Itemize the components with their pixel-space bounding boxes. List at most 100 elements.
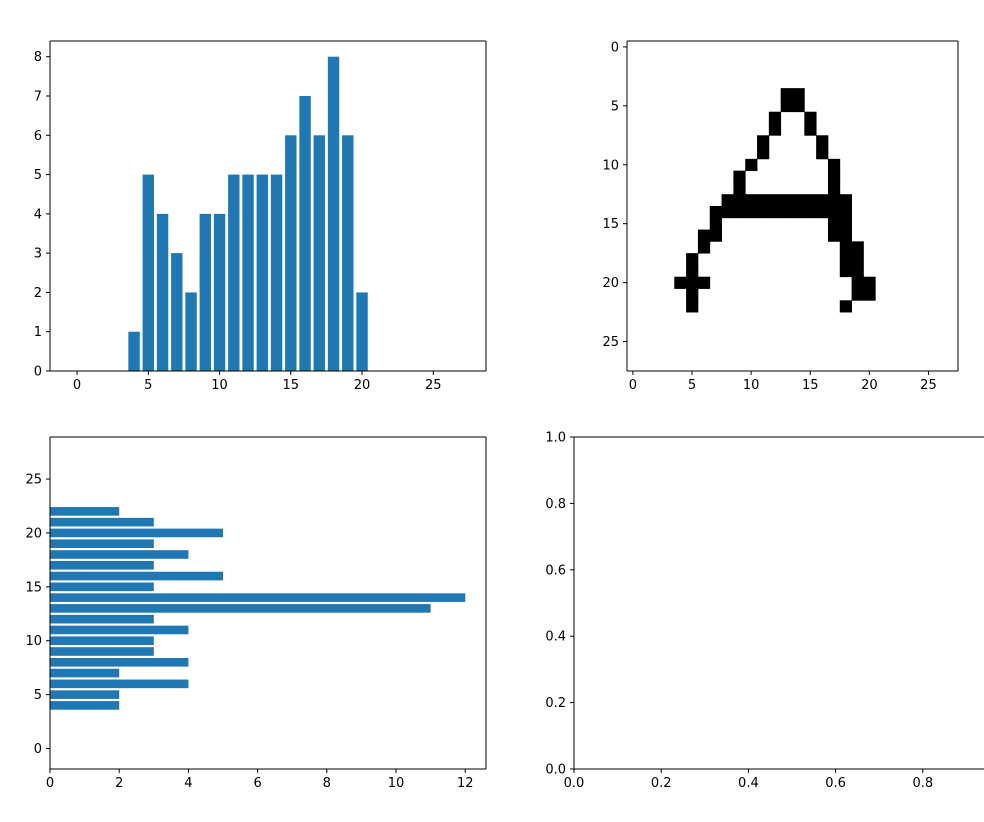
bar xyxy=(50,550,189,559)
pixel xyxy=(745,158,758,172)
bar xyxy=(50,668,120,678)
pixel xyxy=(697,241,711,254)
bar xyxy=(128,331,140,371)
pixel xyxy=(709,206,722,219)
bar xyxy=(242,174,254,371)
pixel xyxy=(851,253,864,266)
pixel xyxy=(733,170,746,183)
y-tick-label: 10 xyxy=(25,634,42,649)
bar xyxy=(50,614,154,624)
pixel xyxy=(804,206,817,219)
y-tick-label: 1.0 xyxy=(545,431,566,446)
x-tick-label: 10 xyxy=(743,378,760,393)
bar xyxy=(50,507,120,516)
y-tick-label: 10 xyxy=(602,158,619,173)
pixel xyxy=(839,217,853,230)
bar xyxy=(299,96,311,371)
pixel xyxy=(816,194,829,207)
pixel xyxy=(721,194,734,207)
bar xyxy=(50,560,154,570)
letter-image-axes: 0 5 10 15 20 25 0 5 10 15 20 25 xyxy=(602,40,959,393)
x-tick-label: 15 xyxy=(802,378,819,393)
y-tick-label: 1 xyxy=(34,325,42,340)
bar xyxy=(50,625,189,635)
x-tick-label: 20 xyxy=(861,378,878,393)
bar xyxy=(50,528,224,538)
x-tick-label: 15 xyxy=(283,378,300,393)
x-tick-label: 12 xyxy=(457,776,474,791)
pixel xyxy=(674,276,687,289)
pixel xyxy=(768,123,782,136)
y-tick-label: 0 xyxy=(34,742,42,757)
bar xyxy=(50,571,224,581)
pixel xyxy=(757,135,770,148)
y-tick-label: 2 xyxy=(34,286,42,301)
y-tick-label: 0.8 xyxy=(545,497,566,512)
x-tick-label: 0 xyxy=(73,378,81,393)
pixel xyxy=(851,288,864,301)
pixel xyxy=(686,264,699,278)
pixel xyxy=(827,206,841,219)
pixel xyxy=(839,194,853,207)
y-tick-label: 0.0 xyxy=(545,763,566,778)
pixel xyxy=(827,217,841,230)
bar xyxy=(199,213,212,371)
bar xyxy=(50,539,154,549)
pixel xyxy=(863,276,876,289)
x-tick-label: 5 xyxy=(688,378,696,393)
bar xyxy=(185,292,197,371)
y-tick-label: 6 xyxy=(34,129,42,144)
pixel xyxy=(780,88,793,101)
y-tick-label: 0.2 xyxy=(545,696,566,711)
pixel xyxy=(709,229,722,242)
pixel xyxy=(851,264,864,278)
x-tick-label: 2 xyxy=(115,776,123,791)
pixel xyxy=(686,276,699,289)
bar xyxy=(50,679,189,689)
x-tick-label: 0.6 xyxy=(825,776,846,791)
pixel xyxy=(851,276,864,289)
y-tick-label: 7 xyxy=(34,90,42,105)
pixel xyxy=(745,206,758,219)
pixel xyxy=(863,288,876,301)
pixel xyxy=(816,206,829,219)
pixel xyxy=(733,194,746,207)
pixel xyxy=(792,99,805,113)
y-tick-label: 5 xyxy=(34,168,42,183)
x-tick-label: 4 xyxy=(184,776,192,791)
pixel xyxy=(697,276,711,289)
bar xyxy=(50,690,120,699)
x-tick-label: 25 xyxy=(425,378,442,393)
y-tick-label: 0.6 xyxy=(545,563,566,578)
pixel xyxy=(686,300,699,313)
pixel xyxy=(757,194,770,207)
pixel xyxy=(721,206,734,219)
y-tick-label: 4 xyxy=(34,207,42,222)
pixel xyxy=(780,99,793,113)
y-tick-label: 8 xyxy=(34,50,42,65)
x-tick-label: 8 xyxy=(323,776,331,791)
x-tick-label: 6 xyxy=(253,776,261,791)
y-tick-label: 15 xyxy=(25,580,42,595)
x-tick-label: 0.0 xyxy=(564,776,585,791)
bar xyxy=(285,135,297,371)
y-tick-label: 15 xyxy=(602,217,619,232)
pixel xyxy=(733,206,746,219)
pixel xyxy=(839,229,853,242)
pixel xyxy=(827,158,841,172)
x-tick-label: 0.2 xyxy=(651,776,672,791)
y-tick-label: 3 xyxy=(34,247,42,262)
pixel xyxy=(839,253,853,266)
bar xyxy=(50,517,154,527)
bar xyxy=(50,701,120,710)
empty-axes: 0.0 0.2 0.4 0.6 0.8 0.0 0.2 0.4 0.6 0.8 1.0 xyxy=(545,431,984,791)
bar xyxy=(171,253,183,371)
bar xyxy=(50,657,189,667)
y-tick-label: 20 xyxy=(25,526,42,541)
y-tick-label: 0.4 xyxy=(545,630,566,645)
pixel xyxy=(792,206,805,219)
y-tick-label: 0 xyxy=(611,40,619,55)
pixel xyxy=(792,194,805,207)
histogram-rows-axes: 0 2 4 6 8 10 12 0 5 10 15 20 25 xyxy=(25,436,487,791)
